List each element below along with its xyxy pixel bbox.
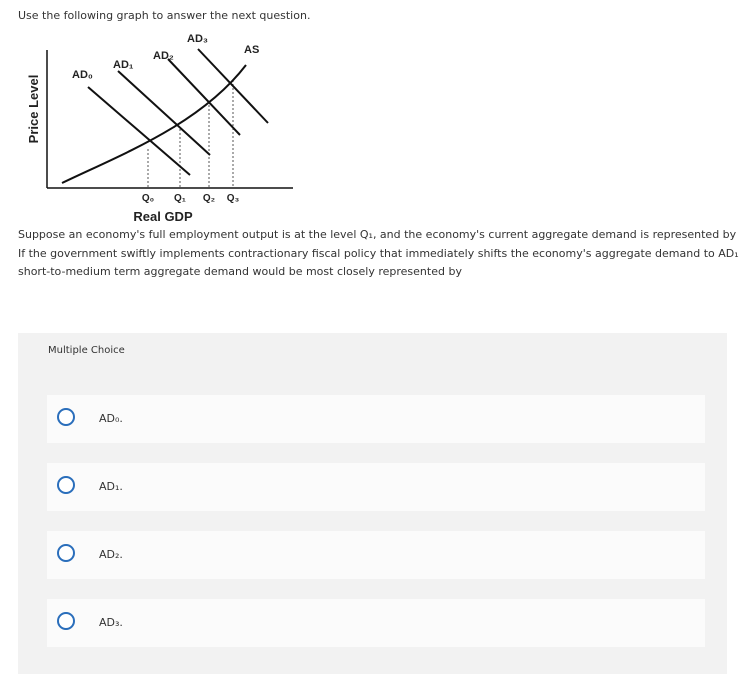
radio[interactable]: [57, 408, 75, 426]
option[interactable]: AD₃.: [47, 599, 705, 647]
question-line: Suppose an economy's full employment out…: [18, 228, 739, 241]
option-label: AD₁.: [99, 480, 123, 493]
radio[interactable]: [57, 476, 75, 494]
graph: Price Level AD₀ AD₁ AD₂ AD₃ AS Q₀ Q₁ Q₂ …: [26, 33, 293, 224]
option-label: AD₂.: [99, 548, 123, 561]
choice-header: Multiple Choice: [48, 345, 125, 356]
curve-label: AD₀: [72, 69, 93, 81]
quantity-label: Q₁: [174, 193, 186, 204]
curve-label: AD₁: [113, 59, 134, 71]
option[interactable]: AD₁.: [47, 463, 705, 511]
axes: [46, 50, 293, 189]
quantity-label: Q₃: [227, 193, 240, 204]
dashed-guides: [147, 80, 234, 188]
option[interactable]: AD₂.: [47, 531, 705, 579]
question-line: short-to-medium term aggregate demand wo…: [18, 265, 462, 278]
ad-curves: [87, 48, 269, 176]
choice-panel: Multiple Choice AD₀. AD₁. AD₂. AD₃.: [18, 333, 727, 674]
x-axis-label: Real GDP: [133, 209, 193, 224]
y-axis-label: Price Level: [26, 75, 41, 144]
radio[interactable]: [57, 612, 75, 630]
curve-label: AS: [244, 44, 259, 56]
option[interactable]: AD₀.: [47, 395, 705, 443]
instruction: Use the following graph to answer the ne…: [18, 9, 311, 22]
curve-label: AD₃: [187, 33, 208, 45]
option-label: AD₀.: [99, 412, 123, 425]
question-line: If the government swiftly implements con…: [18, 247, 739, 260]
option-label: AD₃.: [99, 616, 123, 629]
quantity-label: Q₂: [203, 193, 215, 204]
curve-label: AD₂: [153, 50, 174, 62]
radio[interactable]: [57, 544, 75, 562]
as-curve: [61, 64, 247, 184]
quantity-label: Q₀: [142, 193, 154, 204]
